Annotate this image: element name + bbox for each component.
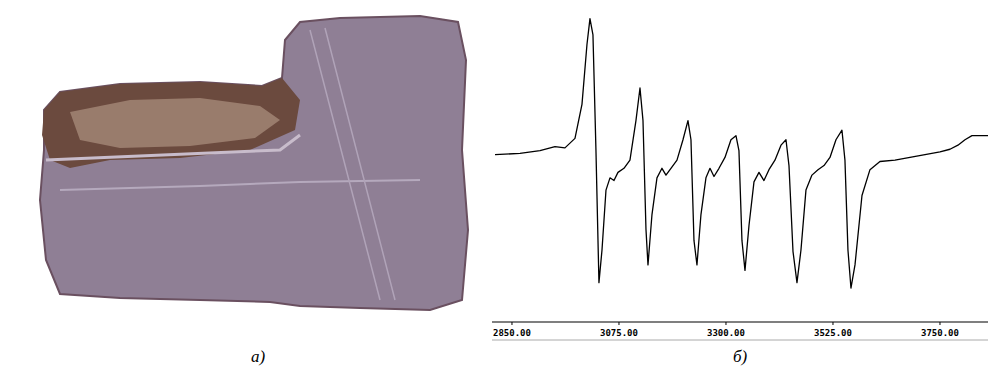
x-tick-label: 3300.00 — [707, 328, 745, 338]
x-axis — [492, 321, 988, 322]
x-tick-label: 3525.00 — [814, 328, 852, 338]
figure-canvas: 2850.00 3075.00 3300.00 3525.00 3750.00 а) б) — [0, 0, 990, 372]
x-tick — [511, 322, 512, 325]
spectrum-line — [495, 19, 988, 288]
panel-label: а) — [251, 347, 266, 366]
x-tick — [618, 322, 619, 325]
plot-area — [495, 19, 988, 288]
x-tick — [939, 322, 940, 325]
x-tick-label: 3075.00 — [600, 328, 638, 338]
x-tick — [832, 322, 833, 325]
vein — [46, 135, 300, 160]
x-tick-label: 3750.00 — [921, 328, 959, 338]
x-tick — [725, 322, 726, 325]
vein — [310, 28, 395, 300]
cavity-inner — [70, 98, 280, 148]
cavity — [42, 78, 300, 168]
sample-photo — [40, 16, 468, 310]
figure: 2850.00 3075.00 3300.00 3525.00 3750.00 а) б) — [0, 0, 990, 372]
panel-label: б) — [733, 347, 748, 366]
x-tick-label: 2850.00 — [493, 328, 531, 338]
axis-band — [492, 340, 988, 341]
slab — [40, 16, 468, 310]
